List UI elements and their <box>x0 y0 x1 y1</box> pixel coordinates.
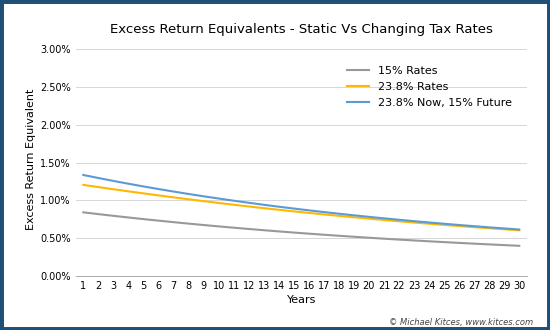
15% Rates <box>155 219 162 223</box>
23.8% Now, 15% Future <box>486 225 492 229</box>
15% Rates <box>516 244 522 248</box>
23.8% Now, 15% Future <box>471 224 477 228</box>
23.8% Now, 15% Future <box>230 199 237 203</box>
23.8% Now, 15% Future <box>215 197 222 201</box>
15% Rates <box>305 232 312 236</box>
Legend: 15% Rates, 23.8% Rates, 23.8% Now, 15% Future: 15% Rates, 23.8% Rates, 23.8% Now, 15% F… <box>343 61 516 112</box>
15% Rates <box>366 236 372 240</box>
23.8% Rates <box>441 223 447 227</box>
23.8% Now, 15% Future <box>290 207 297 211</box>
15% Rates <box>170 220 177 224</box>
15% Rates <box>290 231 297 235</box>
Text: © Michael Kitces, www.kitces.com: © Michael Kitces, www.kitces.com <box>389 318 534 327</box>
23.8% Rates <box>140 191 147 195</box>
15% Rates <box>321 233 327 237</box>
15% Rates <box>501 243 508 247</box>
23.8% Rates <box>381 218 387 222</box>
23.8% Rates <box>350 215 357 219</box>
15% Rates <box>456 241 463 245</box>
23.8% Now, 15% Future <box>170 189 177 193</box>
23.8% Rates <box>516 228 522 232</box>
15% Rates <box>200 223 207 227</box>
23.8% Now, 15% Future <box>125 182 131 186</box>
23.8% Rates <box>110 187 117 191</box>
23.8% Rates <box>200 199 207 203</box>
15% Rates <box>381 237 387 241</box>
23.8% Now, 15% Future <box>321 210 327 214</box>
15% Rates <box>395 238 402 242</box>
23.8% Rates <box>125 189 131 193</box>
23.8% Rates <box>366 217 372 221</box>
Line: 23.8% Now, 15% Future: 23.8% Now, 15% Future <box>83 175 519 230</box>
23.8% Rates <box>426 222 432 226</box>
15% Rates <box>140 217 147 221</box>
23.8% Rates <box>395 219 402 223</box>
23.8% Now, 15% Future <box>395 218 402 222</box>
23.8% Now, 15% Future <box>441 222 447 226</box>
23.8% Now, 15% Future <box>366 215 372 219</box>
23.8% Now, 15% Future <box>305 208 312 212</box>
23.8% Now, 15% Future <box>110 179 117 183</box>
23.8% Now, 15% Future <box>276 205 282 209</box>
23.8% Rates <box>170 195 177 199</box>
23.8% Rates <box>456 224 463 228</box>
15% Rates <box>426 239 432 243</box>
23.8% Now, 15% Future <box>140 184 147 188</box>
15% Rates <box>80 210 86 214</box>
23.8% Rates <box>411 220 417 224</box>
23.8% Now, 15% Future <box>245 201 252 205</box>
23.8% Rates <box>305 211 312 215</box>
15% Rates <box>230 226 237 230</box>
23.8% Now, 15% Future <box>516 228 522 232</box>
15% Rates <box>215 224 222 228</box>
15% Rates <box>441 240 447 244</box>
15% Rates <box>336 234 342 238</box>
23.8% Rates <box>230 203 237 207</box>
23.8% Rates <box>155 193 162 197</box>
23.8% Now, 15% Future <box>155 187 162 191</box>
23.8% Now, 15% Future <box>426 220 432 224</box>
23.8% Now, 15% Future <box>80 173 86 177</box>
15% Rates <box>110 214 117 218</box>
23.8% Rates <box>501 227 508 231</box>
15% Rates <box>245 227 252 231</box>
23.8% Now, 15% Future <box>200 194 207 198</box>
Title: Excess Return Equivalents - Static Vs Changing Tax Rates: Excess Return Equivalents - Static Vs Ch… <box>110 23 493 36</box>
15% Rates <box>486 243 492 247</box>
23.8% Rates <box>80 183 86 187</box>
23.8% Now, 15% Future <box>260 203 267 207</box>
23.8% Now, 15% Future <box>411 219 417 223</box>
23.8% Rates <box>471 225 477 229</box>
23.8% Now, 15% Future <box>350 213 357 217</box>
23.8% Now, 15% Future <box>501 226 508 230</box>
23.8% Rates <box>321 213 327 216</box>
23.8% Now, 15% Future <box>95 176 102 180</box>
23.8% Rates <box>215 201 222 205</box>
15% Rates <box>411 239 417 243</box>
15% Rates <box>125 215 131 219</box>
23.8% Now, 15% Future <box>381 216 387 220</box>
15% Rates <box>185 222 192 226</box>
23.8% Rates <box>290 209 297 213</box>
15% Rates <box>471 242 477 246</box>
15% Rates <box>276 229 282 233</box>
23.8% Rates <box>486 226 492 230</box>
23.8% Rates <box>260 206 267 210</box>
23.8% Now, 15% Future <box>185 192 192 196</box>
15% Rates <box>260 228 267 232</box>
Line: 23.8% Rates: 23.8% Rates <box>83 185 519 230</box>
23.8% Now, 15% Future <box>336 212 342 216</box>
23.8% Rates <box>185 197 192 201</box>
15% Rates <box>350 235 357 239</box>
23.8% Rates <box>95 185 102 189</box>
23.8% Rates <box>336 214 342 218</box>
23.8% Rates <box>245 205 252 209</box>
23.8% Rates <box>276 208 282 212</box>
X-axis label: Years: Years <box>287 295 316 305</box>
23.8% Now, 15% Future <box>456 223 463 227</box>
Y-axis label: Excess Return Equivalent: Excess Return Equivalent <box>26 88 36 230</box>
Line: 15% Rates: 15% Rates <box>83 212 519 246</box>
15% Rates <box>95 212 102 216</box>
